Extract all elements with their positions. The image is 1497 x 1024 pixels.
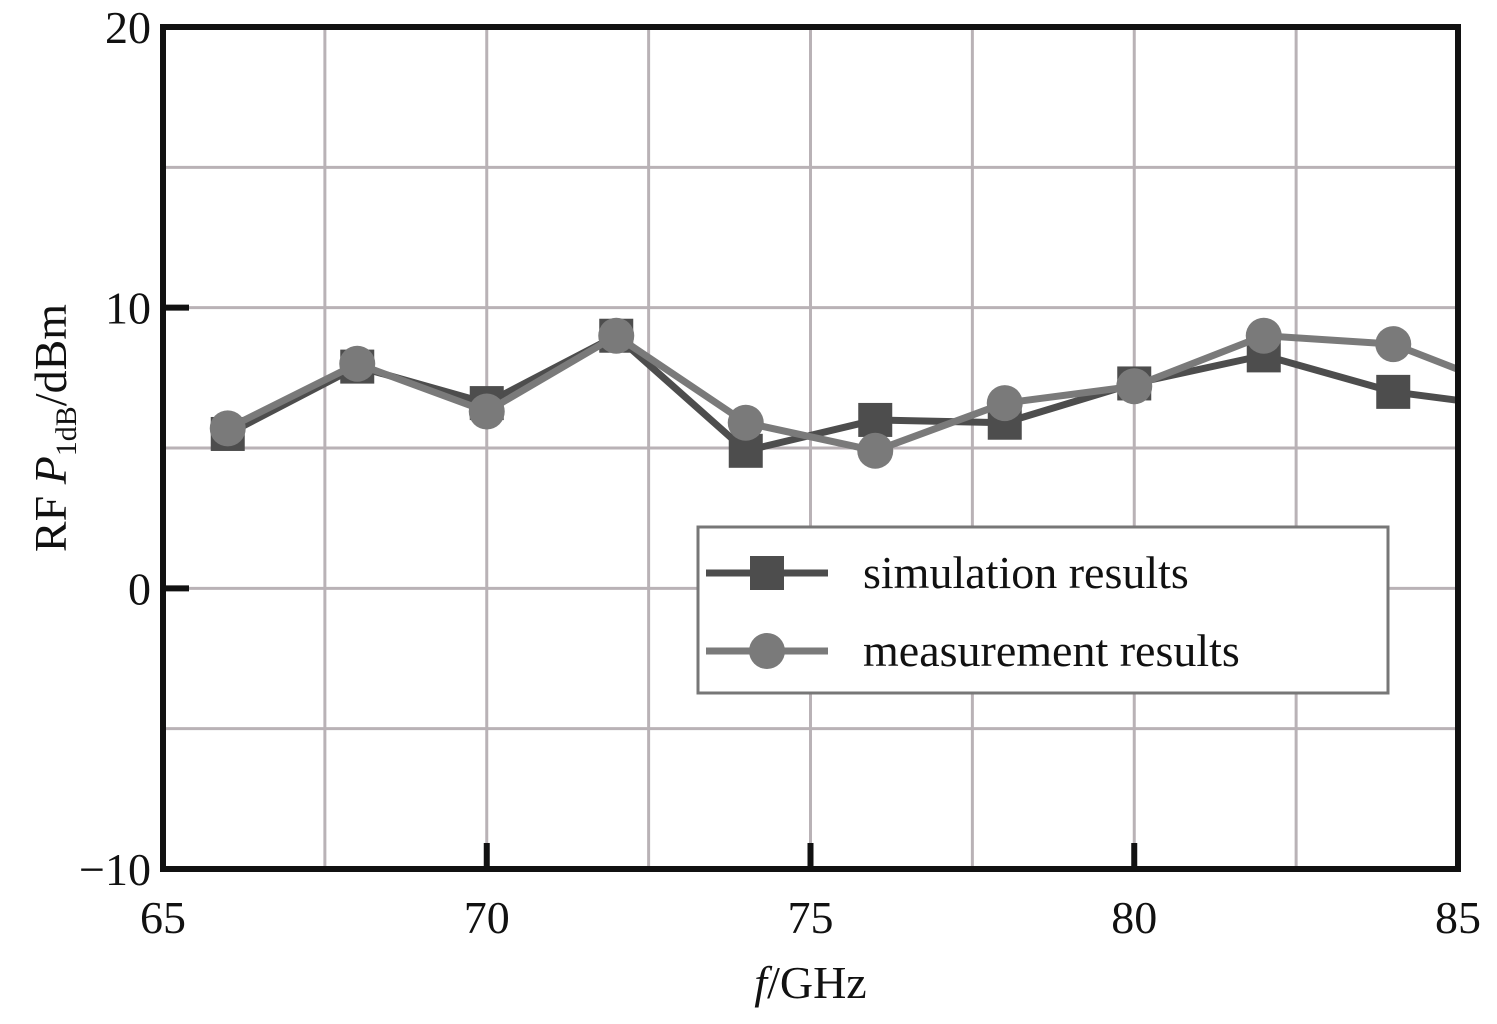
legend-label: simulation results <box>863 547 1189 598</box>
tick-labels: 65 70 75 80 85 −10 0 10 20 <box>79 2 1481 943</box>
data-point-circle <box>209 410 246 447</box>
y-axis-title: RF P1dB/dBm <box>25 304 83 552</box>
legend-entries: simulation results measurement results <box>706 547 1240 676</box>
legend: simulation results measurement results <box>696 525 1390 695</box>
x-tick-label: 85 <box>1435 892 1481 943</box>
y-tick-label: 10 <box>105 283 151 334</box>
data-point-square <box>1376 374 1411 409</box>
data-point-circle <box>857 432 894 469</box>
y-axis-title-suffix: /dBm <box>25 304 76 406</box>
data-point-circle <box>598 317 635 354</box>
x-axis-title-rest: /GHz <box>767 957 867 1008</box>
data-point-circle <box>468 393 505 430</box>
data-point-circle <box>1375 326 1412 363</box>
y-axis-title-italic: P <box>25 456 76 485</box>
series-circle <box>209 317 1460 469</box>
data-point-circle <box>727 404 764 441</box>
x-tick-label: 65 <box>140 892 186 943</box>
x-tick-label: 75 <box>788 892 834 943</box>
data-point-circle <box>1116 368 1153 405</box>
grid <box>163 27 1458 869</box>
data-point-circle <box>986 385 1023 422</box>
y-axis-title-prefix: RF <box>25 484 76 552</box>
y-tick-label: 20 <box>105 2 151 53</box>
x-tick-label: 70 <box>464 892 510 943</box>
data-point-circle <box>339 345 376 382</box>
data-point-square <box>858 402 893 437</box>
legend-box <box>696 525 1390 695</box>
x-tick-label: 80 <box>1111 892 1157 943</box>
x-axis-title: f/GHz <box>754 957 866 1008</box>
y-tick-label: −10 <box>79 844 151 895</box>
ticks <box>160 24 1461 872</box>
y-axis-title-subscript: 1dB <box>50 406 83 456</box>
y-tick-label: 0 <box>128 563 151 614</box>
data-point-circle <box>749 633 785 669</box>
series-layer <box>209 317 1460 469</box>
data-point-circle <box>1245 317 1282 354</box>
legend-label: measurement results <box>863 625 1240 676</box>
data-point-square <box>750 556 784 590</box>
